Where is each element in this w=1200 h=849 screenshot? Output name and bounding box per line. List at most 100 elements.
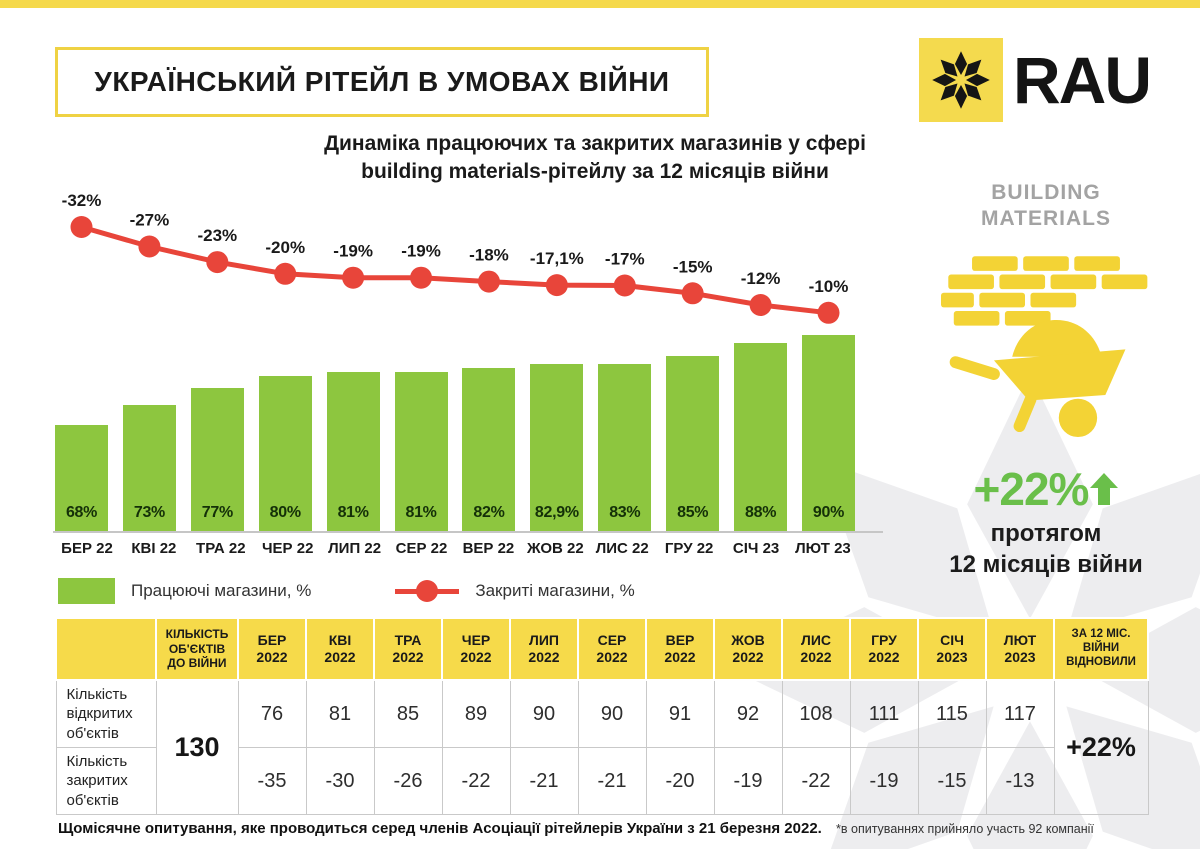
bar-value-label: 81% [337,504,369,521]
table-cell: -22 [441,747,511,815]
chart-legend: Працюючі магазини, % Закриті магазини, % [58,578,635,604]
table-row: Кількість відкритих об'єктів 130 76 81 85 89 9… [55,679,1149,815]
bar-value-label: 73% [133,504,165,521]
x-axis-label: БЕР 22 [61,540,113,557]
growth-caption: протягом 12 місяців війни [928,518,1164,580]
table-cell: -19 [713,747,783,815]
x-axis-label: ЖОВ 22 [526,540,584,557]
chart-month-labels: БЕР 22 КВІ 22 ТРА 22 ЧЕР 22 ЛИП 22 СЕР 22 ВЕР … [55,540,855,557]
top-yellow-strip [0,0,1200,8]
table-body: Кількість відкритих об'єктів 130 76 81 85 89 9… [55,679,1149,815]
line-point [545,274,568,297]
table-header-month: КВІ 2022 [305,617,375,681]
growth-caption-line2: 12 місяців війни [949,550,1143,578]
bar-value-label: 88% [745,504,777,521]
x-axis-label: КВІ 22 [131,540,177,557]
x-axis-label: ЛИП 22 [328,540,382,557]
table-header-month: ГРУ 2022 [849,617,919,681]
bar-КВІ 22: 73% [122,404,176,531]
table-cell: -15 [917,747,987,815]
table-header-month: ЧЕР 2022 [441,617,511,681]
line-value-label: -27% [130,211,170,230]
bar-value-label: 81% [405,504,437,521]
table-corner-cell [55,617,157,681]
x-axis-label: ГРУ 22 [664,540,714,557]
table-header-month: ЛЮТ 2023 [985,617,1055,681]
bar-СІЧ 23: 88% [734,343,788,531]
table-header-month: ЛИС 2022 [781,617,851,681]
chart-title: Динаміка працюючих та закритих магазинів… [230,130,960,187]
category-line1: BUILDING [991,181,1101,204]
table-cell: -26 [373,747,443,815]
red-line-swatch-icon [395,578,460,604]
footer-main-text: Щомісячне опитування, яке проводиться се… [58,820,822,837]
x-axis-label: ВЕР 22 [462,540,515,557]
table-cell: 111 [849,679,919,748]
table-cell: 91 [645,679,715,748]
closed-stores-line-chart: -32% -27% -23% -20% -19% -19% -18% -17,1% -17% -1… [62,191,848,324]
line-point [342,266,365,289]
line-point [410,266,433,289]
legend-item-closed-stores: Закриті магазини, % [395,578,635,604]
line-point [817,301,840,324]
page-title-box: УКРАЇНСЬКИЙ РІТЕЙЛ В УМОВАХ ВІЙНИ [55,47,709,117]
bar-ТРА 22: 77% [190,388,244,531]
table-cell: -20 [645,747,715,815]
line-point [477,270,500,293]
side-panel: BUILDING MATERIALS +22% [928,180,1164,580]
bar-value-label: 83% [609,504,641,521]
table-header-prewar: КІЛЬКІСТЬ ОБ'ЄКТІВ ДО ВІЙНИ [155,617,239,681]
table-header-row: КІЛЬКІСТЬ ОБ'ЄКТІВ ДО ВІЙНИ БЕР 2022 КВІ 202… [55,617,1149,681]
growth-value: +22% [973,462,1090,515]
table-cell: -19 [849,747,919,815]
line-point [749,294,772,316]
line-point [206,251,229,274]
table-cell: 108 [781,679,851,748]
x-axis-line [53,531,883,533]
line-point [681,282,704,305]
table-cell: -35 [237,747,307,815]
table-header-month: ТРА 2022 [373,617,443,681]
line-point [274,262,297,285]
x-axis-label: ЛИС 22 [595,540,649,557]
bar-value-label: 80% [269,504,301,521]
category-label: BUILDING MATERIALS [928,180,1164,233]
table-cell: 76 [237,679,307,748]
growth-highlight: +22% [928,462,1164,516]
table-cell: -22 [781,747,851,815]
table-header-month: БЕР 2022 [237,617,307,681]
chart-title-line1: Динаміка працюючих та закритих магазинів… [324,132,866,155]
table-cell: 90 [509,679,579,748]
x-axis-label: СІЧ 23 [732,540,780,557]
table-cell: 85 [373,679,443,748]
bar-value-label: 82,9% [534,504,579,521]
table-header-month: СІЧ 2023 [917,617,987,681]
line-value-label: -12% [741,269,781,288]
chart-bars: 68% 73% 77% 80% 81% 81% 82% 82,9% 83% 85% 88% 90% [55,190,855,531]
bar-ЧЕР 22: 80% [258,375,312,531]
growth-caption-line1: протягом [990,519,1102,547]
bar-ЖОВ 22: 82,9% [530,364,584,531]
rau-star-icon [932,51,990,109]
bar-ВЕР 22: 82% [462,367,516,531]
table-cell: -21 [577,747,647,815]
x-axis-label: СЕР 22 [395,540,448,557]
category-line2: MATERIALS [981,207,1111,231]
x-axis-label: ЧЕР 22 [262,540,314,557]
bar-value-label: 68% [65,504,98,521]
bar-value-label: 90% [812,504,845,521]
bar-ЛЮТ 23: 90% [801,335,855,531]
page-title: УКРАЇНСЬКИЙ РІТЕЙЛ В УМОВАХ ВІЙНИ [94,66,670,97]
table-header-month: ЖОВ 2022 [713,617,783,681]
x-axis-label: ЛЮТ 23 [795,540,851,557]
line-point [613,274,636,297]
combo-chart: 68% 73% 77% 80% 81% 81% 82% 82,9% 83% 85% 88% 90% Б… [53,190,883,570]
bar-value-label: 77% [201,504,233,521]
bar-ЛИС 22: 83% [598,363,652,531]
bar-СЕР 22: 81% [394,371,448,531]
table-cell: 92 [713,679,783,748]
rau-logo-square [919,38,1003,122]
line-value-label: -15% [673,257,713,276]
table-cell: -21 [509,747,579,815]
